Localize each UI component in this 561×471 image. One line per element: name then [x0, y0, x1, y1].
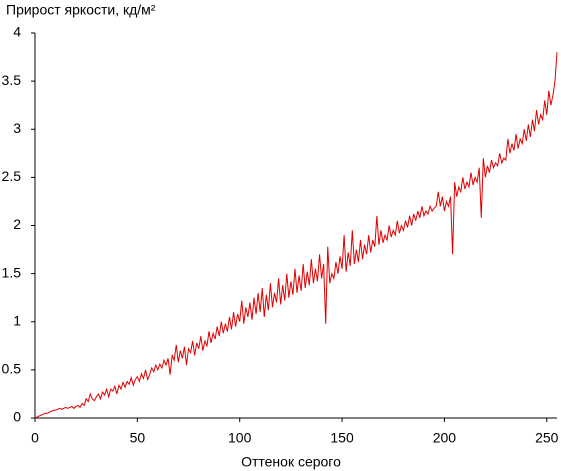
y-tick-label: 3.5 [2, 72, 22, 88]
x-tick-label: 100 [228, 430, 252, 446]
x-tick-label: 0 [31, 430, 39, 446]
y-tick-label: 2 [13, 216, 21, 232]
y-tick-label: 1 [13, 312, 21, 328]
y-tick-label: 0 [13, 409, 21, 425]
y-tick-label: 1.5 [2, 264, 22, 280]
x-tick-label: 150 [330, 430, 354, 446]
y-tick-label: 2.5 [2, 168, 22, 184]
y-tick-label: 3 [13, 120, 21, 136]
x-axis-label: Оттенок серого [241, 454, 341, 470]
x-tick-label: 250 [535, 430, 559, 446]
data-line [34, 52, 558, 419]
x-tick-label: 200 [433, 430, 457, 446]
y-tick-label: 0.5 [2, 361, 22, 377]
y-tick-label: 4 [13, 24, 21, 40]
x-tick-label: 50 [130, 430, 146, 446]
chart-title: Прирост яркости, кд/м² [6, 2, 156, 18]
